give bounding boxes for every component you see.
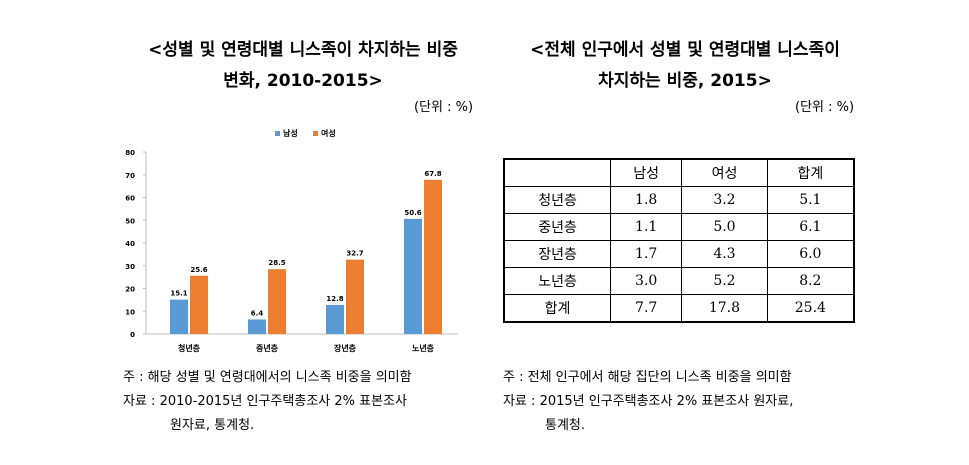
table-row-label: 합계 <box>503 294 612 323</box>
table-header-cell: 남성 <box>610 158 683 187</box>
y-tick-label: 0 <box>130 331 135 339</box>
data-label: 32.7 <box>346 250 363 258</box>
table-row-label: 장년층 <box>503 240 612 268</box>
left-source-cont: 원자료, 통계청. <box>170 418 255 433</box>
bar-chart: 남성 여성 0 10 20 30 40 50 60 70 80 15.1 25.6 청년층 6.4 28.5 중… <box>108 125 480 360</box>
y-tick-label: 40 <box>125 240 135 248</box>
table-cell: 5.1 <box>766 186 855 214</box>
y-tick-label: 50 <box>125 217 135 225</box>
table-row-label: 노년층 <box>503 267 612 295</box>
table-cell: 17.8 <box>681 294 768 323</box>
y-tick-label: 80 <box>125 149 135 157</box>
bar-female <box>268 269 286 334</box>
y-tick-label: 70 <box>125 172 135 180</box>
table-cell: 5.2 <box>681 267 768 295</box>
table-cell: 6.0 <box>766 240 855 268</box>
legend-swatch <box>275 131 280 136</box>
left-title-line2: 변화, 2010-2015> <box>223 71 383 91</box>
left-footnote: 주 : 해당 성별 및 연령대에서의 니스족 비중을 의미함 <box>123 370 412 385</box>
data-label: 15.1 <box>170 290 187 298</box>
table-header-row: 남성 여성 합계 <box>503 158 855 187</box>
bar-male <box>326 304 344 334</box>
table-row: 노년층 3.0 5.2 8.2 <box>503 267 855 295</box>
table-cell: 1.7 <box>610 240 683 268</box>
table-row-label: 중년층 <box>503 213 612 241</box>
bar-male <box>248 319 266 334</box>
bar-female <box>424 179 442 334</box>
bar-male <box>404 218 422 334</box>
data-label: 6.4 <box>251 309 264 317</box>
data-table: 남성 여성 합계 청년층 1.8 3.2 5.1 중년층 1.1 5.0 6.1… <box>503 158 855 323</box>
data-label: 67.8 <box>424 170 441 178</box>
data-label: 12.8 <box>326 295 343 303</box>
table-row: 중년층 1.1 5.0 6.1 <box>503 213 855 241</box>
table-row: 장년층 1.7 4.3 6.0 <box>503 240 855 268</box>
bar-chart-svg: 남성 여성 0 10 20 30 40 50 60 70 80 15.1 25.6 청년층 6.4 28.5 중… <box>125 128 458 353</box>
y-tick-label: 10 <box>125 308 135 316</box>
bar-female <box>190 275 208 334</box>
left-chart-title: <성별 및 연령대별 니스족이 차지하는 비중 변화, 2010-2015> <box>118 35 488 97</box>
table-cell: 1.1 <box>610 213 683 241</box>
legend-label: 남성 <box>283 128 298 138</box>
right-footnote: 주 : 전체 인구에서 해당 집단의 니스족 비중을 의미함 <box>503 370 792 385</box>
bar-male <box>170 299 188 334</box>
right-title-line1: <전체 인구에서 성별 및 연령대별 니스족이 <box>530 40 840 60</box>
table-cell: 25.4 <box>766 294 855 323</box>
right-table-title: <전체 인구에서 성별 및 연령대별 니스족이 차지하는 비중, 2015> <box>500 35 870 97</box>
x-tick-label: 청년층 <box>178 343 201 353</box>
data-label: 50.6 <box>404 209 421 217</box>
right-title-line2: 차지하는 비중, 2015> <box>598 71 772 91</box>
y-tick-label: 30 <box>125 263 135 271</box>
x-tick-label: 중년층 <box>256 343 279 353</box>
right-unit-label: (단위 : %) <box>795 100 855 115</box>
data-label: 25.6 <box>190 266 207 274</box>
table-cell: 3.0 <box>610 267 683 295</box>
y-tick-label: 60 <box>125 195 135 203</box>
bar-female <box>346 259 364 334</box>
left-title-line1: <성별 및 연령대별 니스족이 차지하는 비중 <box>148 40 458 60</box>
legend-swatch <box>313 131 318 136</box>
table-cell: 1.8 <box>610 186 683 214</box>
x-tick-label: 장년층 <box>334 343 357 353</box>
table-row: 청년층 1.8 3.2 5.1 <box>503 186 855 214</box>
legend-label: 여성 <box>321 128 336 138</box>
table-cell: 6.1 <box>766 213 855 241</box>
right-source-cont: 통계청. <box>545 418 586 433</box>
left-source: 자료 : 2010-2015년 인구주택총조사 2% 표본조사 <box>123 394 407 409</box>
left-unit-label: (단위 : %) <box>414 100 474 115</box>
table-cell: 7.7 <box>610 294 683 323</box>
x-tick-label: 노년층 <box>412 343 435 353</box>
table-total-row: 합계 7.7 17.8 25.4 <box>503 294 855 323</box>
table-header-cell: 여성 <box>681 158 768 187</box>
table-row-label: 청년층 <box>503 186 612 214</box>
table-header-cell <box>503 158 612 187</box>
table-cell: 4.3 <box>681 240 768 268</box>
table-cell: 3.2 <box>681 186 768 214</box>
right-source: 자료 : 2015년 인구주택총조사 2% 표본조사 원자료, <box>503 394 794 409</box>
table-header-cell: 합계 <box>766 158 855 187</box>
y-tick-label: 20 <box>125 286 135 294</box>
data-label: 28.5 <box>268 259 285 267</box>
table-cell: 5.0 <box>681 213 768 241</box>
table-cell: 8.2 <box>766 267 855 295</box>
